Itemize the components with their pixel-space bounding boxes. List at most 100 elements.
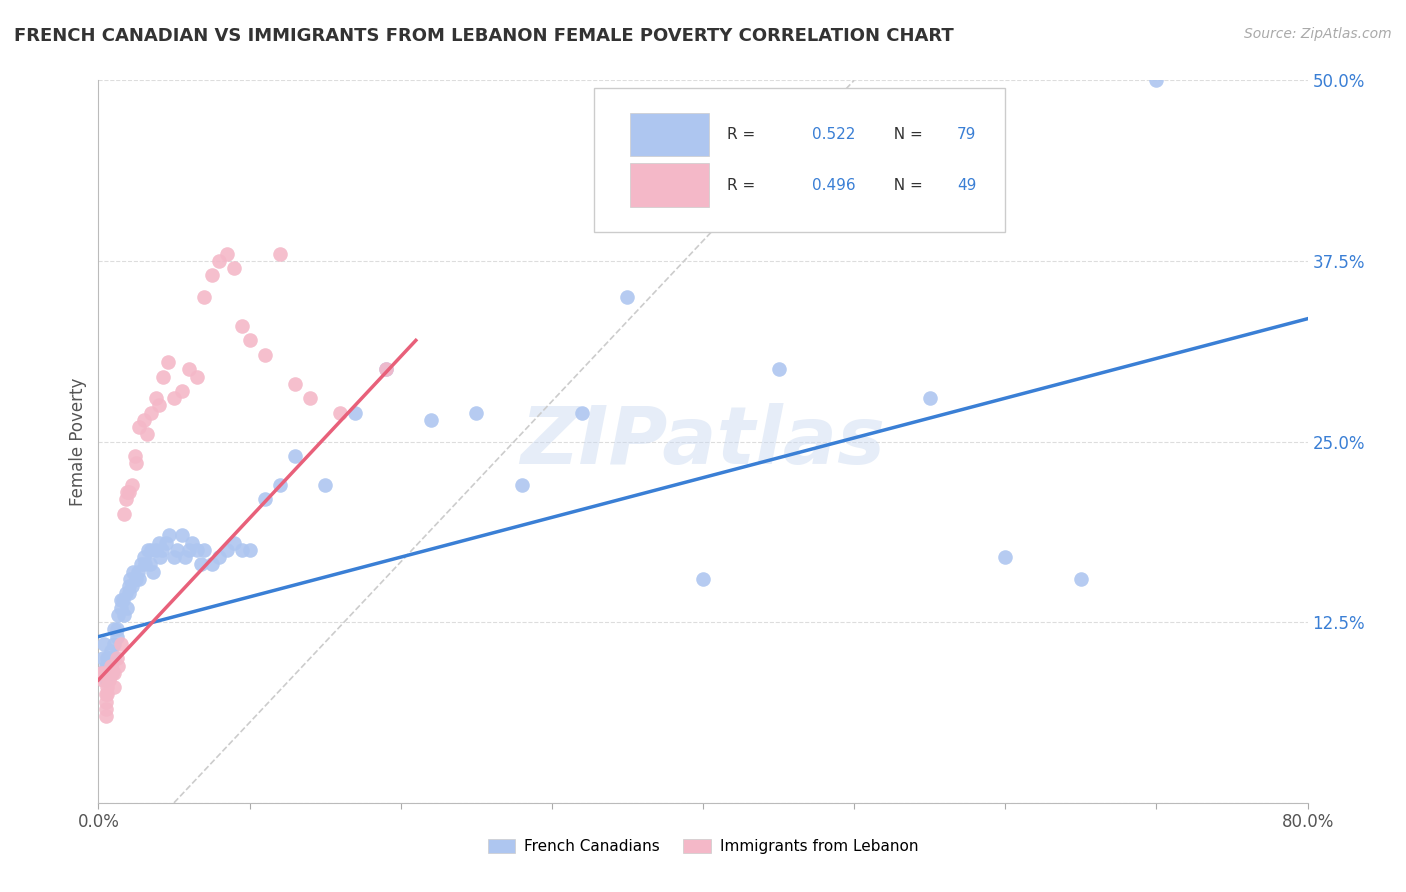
Point [201,268,224,283]
Point [101,665,124,680]
Point [269,246,291,260]
Y-axis label: Female Poverty: Female Poverty [69,377,87,506]
Point [110,600,132,615]
Point [94,709,117,723]
Point [1070,572,1092,586]
Point [105,630,128,644]
Text: 0.496: 0.496 [811,178,855,193]
Point [125,572,148,586]
FancyBboxPatch shape [595,87,1005,232]
Point [420,413,443,427]
Point [93,665,115,680]
FancyBboxPatch shape [630,163,709,207]
Point [193,290,215,304]
Point [692,572,714,586]
Text: N =: N = [884,178,928,193]
Point [374,362,396,376]
Point [118,485,141,500]
Point [114,586,136,600]
Point [129,558,152,572]
Point [121,478,143,492]
Point [170,384,193,398]
Point [103,623,125,637]
Text: Source: ZipAtlas.com: Source: ZipAtlas.com [1244,27,1392,41]
Point [231,318,253,333]
Point [103,680,125,694]
Point [122,565,145,579]
Point [90,665,112,680]
Point [101,651,124,665]
Point [284,449,307,463]
Point [100,658,122,673]
Point [159,528,181,542]
Point [163,391,186,405]
Point [148,535,170,549]
Point [91,651,114,665]
Point [127,565,149,579]
Point [145,542,167,557]
Point [201,558,224,572]
Point [100,658,122,673]
Point [90,665,112,680]
Point [186,542,208,557]
Legend: French Canadians, Immigrants from Lebanon: French Canadians, Immigrants from Lebano… [482,833,924,860]
Point [96,680,118,694]
Point [181,535,204,549]
Point [224,535,246,549]
Text: R =: R = [727,127,761,142]
Point [111,593,134,607]
Point [186,369,208,384]
Point [96,687,118,701]
Point [166,542,188,557]
Point [94,687,117,701]
Point [616,290,638,304]
Point [98,651,121,665]
Point [103,665,125,680]
Point [253,348,276,362]
Point [118,579,141,593]
Point [96,651,118,665]
Point [239,334,262,348]
Text: 79: 79 [957,127,976,142]
Point [465,406,488,420]
Point [170,528,193,542]
Point [103,651,125,665]
Point [112,507,135,521]
Point [155,535,177,549]
Point [107,658,129,673]
Point [239,542,262,557]
Point [98,673,121,687]
Point [179,542,201,557]
Text: FRENCH CANADIAN VS IMMIGRANTS FROM LEBANON FEMALE POVERTY CORRELATION CHART: FRENCH CANADIAN VS IMMIGRANTS FROM LEBAN… [14,27,953,45]
Point [163,550,186,565]
Point [96,658,118,673]
Point [94,673,117,687]
Point [1144,73,1167,87]
Point [148,398,170,412]
Point [134,558,156,572]
Point [344,406,367,420]
Point [105,623,128,637]
Point [173,550,195,565]
Point [120,572,142,586]
Text: 49: 49 [957,178,976,193]
Point [269,478,291,492]
Point [132,413,155,427]
Point [94,658,117,673]
Point [374,362,396,376]
Point [93,637,115,651]
Point [94,702,117,716]
Point [208,550,231,565]
Point [149,550,172,565]
Point [299,391,322,405]
Point [101,665,124,680]
Point [139,558,162,572]
Point [152,369,174,384]
Point [103,637,125,651]
Text: N =: N = [884,127,928,142]
Point [110,637,132,651]
Text: 0.522: 0.522 [811,127,855,142]
Point [231,542,253,557]
Point [215,246,238,260]
Point [94,665,117,680]
